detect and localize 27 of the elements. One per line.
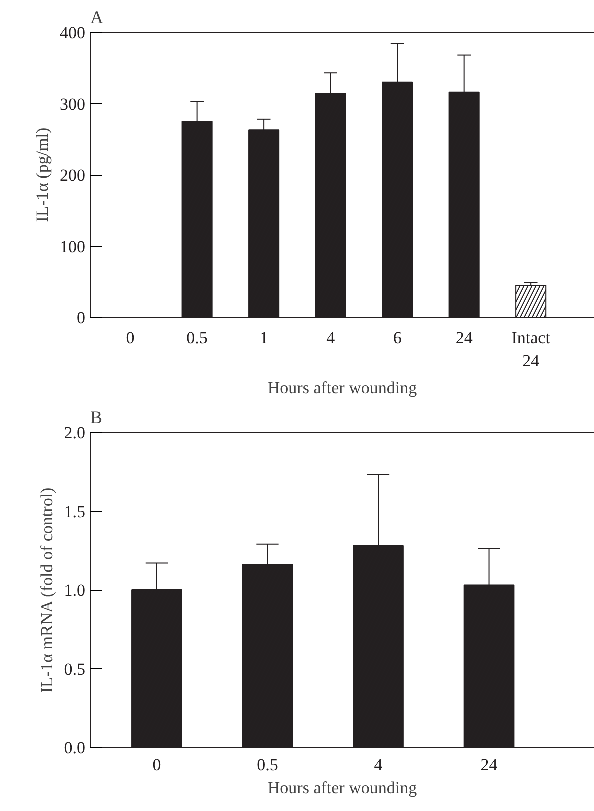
y-tick-label: 1.5: [64, 502, 86, 522]
x-tick-label: 0: [152, 756, 162, 774]
x-tick-label: 1: [260, 328, 268, 348]
x-tick-label: Intact 24: [512, 328, 551, 370]
y-axis-title: IL-1α mRNA (fold of control): [37, 488, 56, 694]
x-tick-label: 4: [374, 756, 384, 774]
y-tick-label: 0.5: [64, 660, 86, 679]
y-tick-label: 0: [77, 308, 86, 328]
chart-title: B: [90, 408, 103, 428]
x-tick-label: 6: [393, 328, 402, 348]
y-tick-label: 2.0: [64, 424, 86, 442]
y-tick-label: 200: [60, 166, 86, 185]
x-tick-label: 0.5: [186, 328, 208, 348]
x-tick-label: 4: [326, 328, 336, 348]
x-axis-title: Hours after wounding: [268, 778, 418, 798]
y-axis-title: IL-1α (pg/ml): [33, 128, 52, 222]
y-tick-label: 400: [60, 24, 86, 42]
y-tick-label: 300: [60, 94, 86, 114]
y-tick-label: 1.0: [64, 581, 86, 600]
x-tick-label: 24: [456, 328, 474, 348]
x-tick-label: 24: [480, 756, 498, 774]
y-tick-label: 0.0: [64, 738, 86, 758]
x-axis-title: Hours after wounding: [268, 378, 418, 398]
y-tick-label: 100: [60, 237, 86, 256]
x-tick-label: 0.5: [257, 756, 278, 774]
x-tick-label: 0: [126, 328, 135, 348]
chart-title: A: [90, 8, 104, 28]
